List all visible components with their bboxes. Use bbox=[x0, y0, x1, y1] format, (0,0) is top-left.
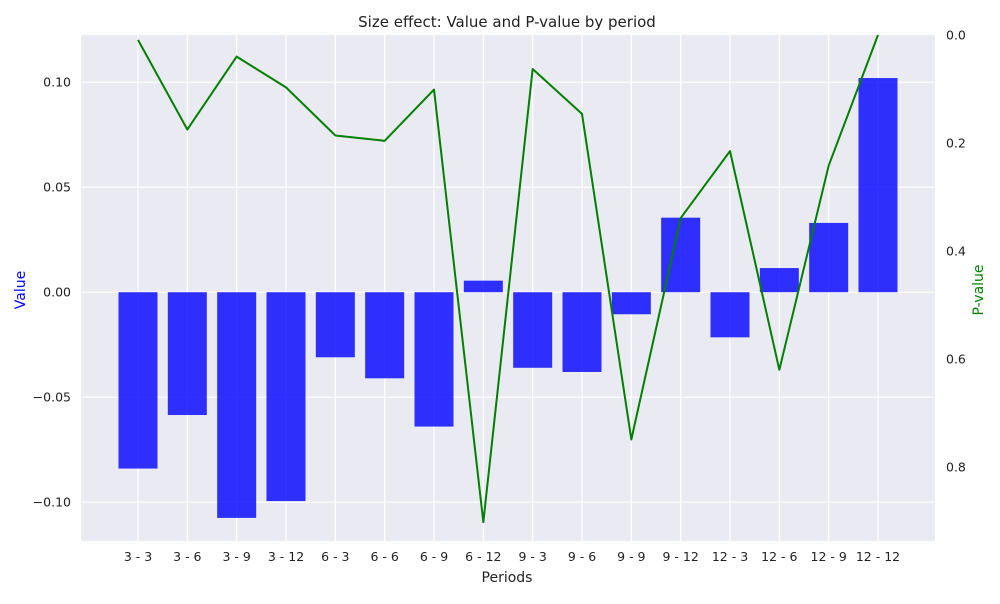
x-tick-label: 6 - 3 bbox=[321, 549, 349, 564]
bar-series-value bbox=[118, 78, 898, 518]
y-axis-left-ticks: −0.10 −0.05 0.00 0.05 0.10 bbox=[33, 75, 71, 510]
x-tick-label: 6 - 6 bbox=[370, 549, 398, 564]
y-tick-label: 0.05 bbox=[43, 180, 71, 195]
bar-12-6 bbox=[759, 268, 799, 293]
bar-3-9 bbox=[217, 292, 257, 518]
bar-9-3 bbox=[513, 292, 553, 368]
x-tick-label: 9 - 3 bbox=[518, 549, 546, 564]
bar-6-6 bbox=[365, 292, 405, 379]
bar-3-12 bbox=[266, 292, 306, 502]
bar-12-9 bbox=[809, 222, 849, 293]
bar-3-3 bbox=[118, 292, 158, 469]
x-tick-label: 9 - 12 bbox=[663, 549, 699, 564]
x-tick-label: 6 - 9 bbox=[420, 549, 448, 564]
y-axis-label: Value bbox=[13, 271, 29, 309]
y-tick-label: 0.10 bbox=[43, 75, 71, 90]
x-tick-label: 3 - 9 bbox=[222, 549, 250, 564]
y-tick-label: 0.00 bbox=[43, 285, 71, 300]
bar-9-6 bbox=[562, 292, 602, 372]
x-tick-label: 3 - 12 bbox=[268, 549, 304, 564]
y-tick-label: −0.10 bbox=[33, 495, 71, 510]
x-tick-label: 12 - 3 bbox=[712, 549, 748, 564]
y2-tick-label: 0.6 bbox=[946, 352, 966, 367]
bar-12-12 bbox=[858, 78, 898, 293]
x-tick-label: 9 - 9 bbox=[617, 549, 645, 564]
x-tick-label: 12 - 9 bbox=[811, 549, 847, 564]
bar-12-3 bbox=[710, 292, 750, 338]
bar-9-9 bbox=[611, 292, 651, 315]
x-axis-ticks: 3 - 3 3 - 6 3 - 9 3 - 12 6 - 3 6 - 6 6 - 9 6 - … bbox=[124, 549, 900, 564]
y-axis-right-ticks: 0.0 0.2 0.4 0.6 0.8 bbox=[946, 28, 966, 475]
bar-6-3 bbox=[315, 292, 355, 358]
bar-6-12 bbox=[463, 280, 503, 293]
x-tick-label: 6 - 12 bbox=[465, 549, 501, 564]
y-tick-label: −0.05 bbox=[33, 390, 71, 405]
y2-tick-label: 0.2 bbox=[946, 136, 966, 151]
x-tick-label: 12 - 12 bbox=[856, 549, 900, 564]
chart-title: Size effect: Value and P-value by period bbox=[358, 13, 656, 31]
y2-axis-label: P-value bbox=[971, 264, 987, 315]
x-tick-label: 3 - 3 bbox=[124, 549, 152, 564]
p-value-line bbox=[137, 34, 879, 524]
x-axis-label: Periods bbox=[482, 570, 533, 586]
y2-tick-label: 0.0 bbox=[946, 28, 966, 43]
x-tick-label: 12 - 6 bbox=[761, 549, 797, 564]
x-tick-label: 9 - 6 bbox=[568, 549, 596, 564]
line-series-p-value bbox=[137, 34, 879, 524]
y2-tick-label: 0.8 bbox=[946, 460, 966, 475]
bar-6-9 bbox=[414, 292, 454, 427]
y2-tick-label: 0.4 bbox=[946, 244, 966, 259]
x-tick-label: 3 - 6 bbox=[173, 549, 201, 564]
bar-3-6 bbox=[167, 292, 207, 416]
